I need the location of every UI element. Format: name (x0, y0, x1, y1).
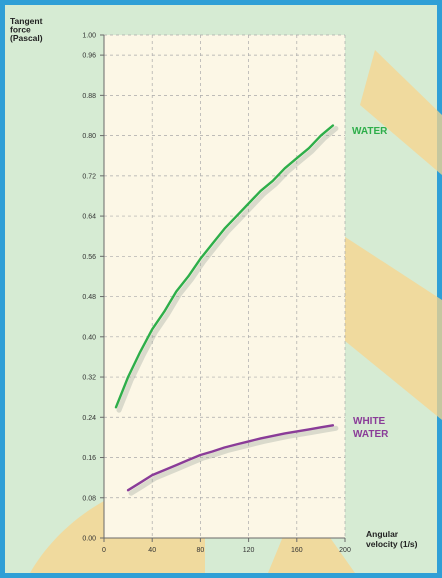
y-tick-labels: 0.00 0.08 0.16 0.24 0.32 0.40 0.48 0.56 0.64 0.72… (82, 33, 96, 543)
y-tick-label: 0.80 (82, 133, 96, 140)
data-series (114, 124, 339, 496)
x-tick-label: 0 (102, 547, 106, 554)
series-label-water: WATER (352, 126, 388, 137)
x-tick-label: 120 (243, 547, 255, 554)
y-tick-label: 0.16 (82, 455, 96, 462)
grid-lines (104, 34, 346, 538)
y-tick-label: 0.88 (82, 93, 96, 100)
y-tick-label: 0.24 (82, 415, 96, 422)
x-tick-label: 80 (197, 547, 205, 554)
axis-and-series-labels: Tangent force (Pascal) Angular velocity (1/s… (10, 16, 418, 549)
y-tick-label: 0.72 (82, 173, 96, 180)
y-tick-label: 0.00 (82, 536, 96, 543)
y-tick-label: 1.00 (82, 33, 96, 40)
series-line-shadow (128, 425, 339, 496)
x-tick-labels: 0 40 80 120 160 200 (102, 547, 351, 554)
plot-area (104, 35, 345, 538)
series-line-water (114, 124, 335, 409)
accent-shape (360, 50, 442, 175)
y-tick-label: 0.56 (82, 254, 96, 261)
y-axis-label: Tangent force (Pascal) (10, 16, 43, 43)
series-line-shadow (116, 126, 339, 413)
y-tick-label: 0.48 (82, 294, 96, 301)
x-tick-label: 200 (339, 547, 351, 554)
y-tick-label: 0.08 (82, 495, 96, 502)
y-tick-label: 0.40 (82, 334, 96, 341)
y-tick-label: 0.32 (82, 375, 96, 382)
series-line-white-water (126, 424, 335, 492)
y-tick-label: 0.64 (82, 214, 96, 221)
x-tick-label: 160 (291, 547, 303, 554)
x-axis-label: Angular velocity (1/s) (366, 529, 418, 549)
axes (100, 34, 346, 542)
x-tick-label: 40 (148, 547, 156, 554)
y-tick-label: 0.96 (82, 53, 96, 60)
series-label-white-water: WHITE WATER (353, 416, 389, 440)
